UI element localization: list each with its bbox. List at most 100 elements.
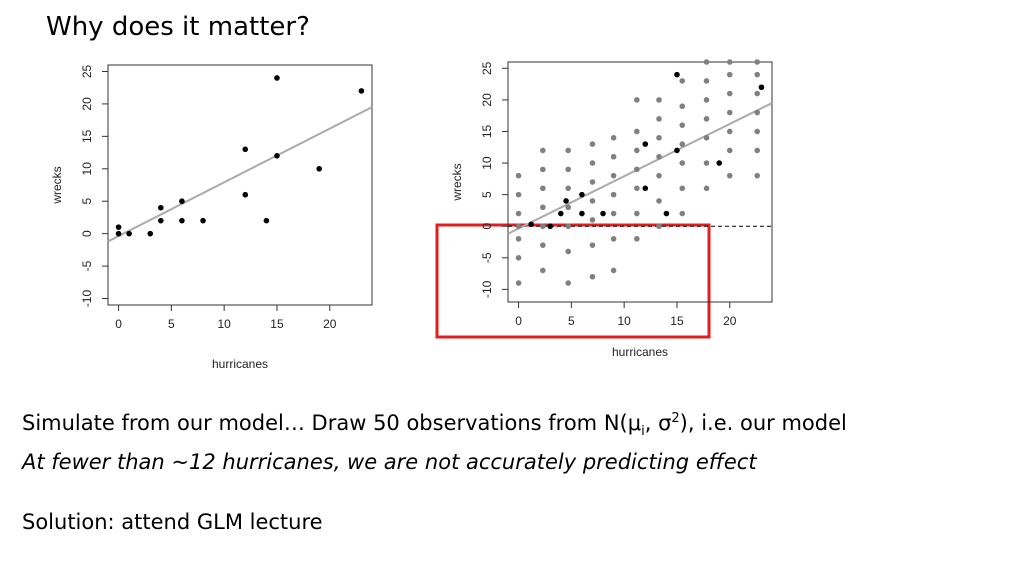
- y-tick-label: 25: [80, 64, 94, 78]
- x-tick-label: 10: [617, 314, 631, 328]
- point: [754, 109, 761, 116]
- y-tick-label: -10: [80, 290, 94, 308]
- text: ), i.e. our model: [679, 411, 847, 435]
- point: [703, 134, 710, 141]
- point: [634, 185, 640, 192]
- point: [634, 166, 640, 173]
- point: [656, 97, 662, 103]
- point: [242, 191, 249, 198]
- x-tick-label: 5: [568, 314, 575, 328]
- y-tick-label: 0: [80, 230, 94, 237]
- y-axis-label: wrecks: [450, 163, 464, 201]
- point: [656, 198, 662, 204]
- point: [610, 191, 617, 198]
- plot-frame: [507, 61, 773, 303]
- point: [558, 210, 564, 217]
- point: [726, 128, 733, 135]
- y-tick-label: 15: [80, 129, 94, 143]
- point: [515, 280, 522, 286]
- point: [656, 172, 662, 179]
- point: [540, 147, 546, 154]
- point: [263, 217, 270, 224]
- y-tick-label: -5: [480, 252, 494, 263]
- y-tick-label: 10: [80, 162, 94, 176]
- y-tick-label: 25: [480, 61, 494, 75]
- point: [515, 191, 522, 198]
- point: [754, 172, 761, 179]
- point: [703, 59, 710, 65]
- point: [547, 223, 554, 230]
- x-tick-label: 15: [670, 314, 684, 328]
- point: [674, 147, 680, 154]
- point: [726, 71, 733, 78]
- point: [600, 210, 606, 217]
- y-tick-label: -10: [480, 280, 494, 298]
- point: [126, 230, 132, 237]
- x-tick-label: 15: [270, 317, 284, 331]
- point: [540, 166, 546, 173]
- point: [758, 84, 765, 91]
- point: [634, 210, 640, 217]
- point: [589, 179, 596, 185]
- x-tick-label: 5: [168, 317, 175, 331]
- point: [589, 273, 596, 280]
- point: [634, 128, 640, 135]
- point: [589, 141, 596, 147]
- point: [703, 78, 710, 84]
- point: [610, 210, 617, 217]
- point: [610, 267, 617, 274]
- point: [754, 59, 761, 65]
- point: [274, 75, 280, 81]
- point: [540, 267, 546, 274]
- point: [589, 160, 596, 166]
- y-tick-label: 5: [80, 198, 94, 205]
- point: [358, 88, 365, 94]
- point: [565, 223, 571, 230]
- y-tick-label: 15: [480, 124, 494, 138]
- point: [115, 230, 122, 237]
- point: [563, 198, 569, 204]
- point: [634, 236, 640, 242]
- point: [726, 90, 733, 97]
- spacer: [22, 477, 847, 507]
- point: [515, 223, 522, 230]
- point: [316, 165, 323, 172]
- point: [158, 204, 164, 211]
- point: [656, 153, 662, 160]
- point: [610, 153, 617, 160]
- point: [656, 223, 662, 230]
- y-tick-label: 5: [480, 191, 494, 198]
- point: [147, 230, 154, 237]
- point: [589, 242, 596, 248]
- plot-frame: [107, 64, 373, 306]
- point: [565, 147, 571, 154]
- point: [515, 254, 522, 261]
- point: [634, 147, 640, 154]
- point: [656, 134, 662, 141]
- point: [754, 147, 761, 154]
- point: [515, 172, 522, 179]
- point: [754, 90, 761, 97]
- point: [540, 204, 546, 211]
- point: [579, 210, 585, 217]
- point: [540, 223, 546, 230]
- point: [754, 128, 761, 135]
- x-axis-label: hurricanes: [612, 345, 668, 359]
- point: [200, 217, 206, 224]
- point: [663, 210, 670, 217]
- point: [726, 172, 733, 179]
- point: [679, 141, 686, 147]
- point: [274, 153, 280, 159]
- y-axis-label: wrecks: [50, 166, 64, 204]
- point: [565, 248, 571, 255]
- point: [242, 146, 249, 153]
- point: [565, 166, 571, 173]
- text: i: [641, 424, 645, 440]
- x-tick-label: 20: [323, 317, 337, 331]
- body-line: Solution: attend GLM lecture: [22, 510, 323, 535]
- point: [589, 217, 596, 223]
- y-tick-label: 20: [480, 93, 494, 107]
- point: [679, 160, 686, 166]
- point: [674, 71, 680, 78]
